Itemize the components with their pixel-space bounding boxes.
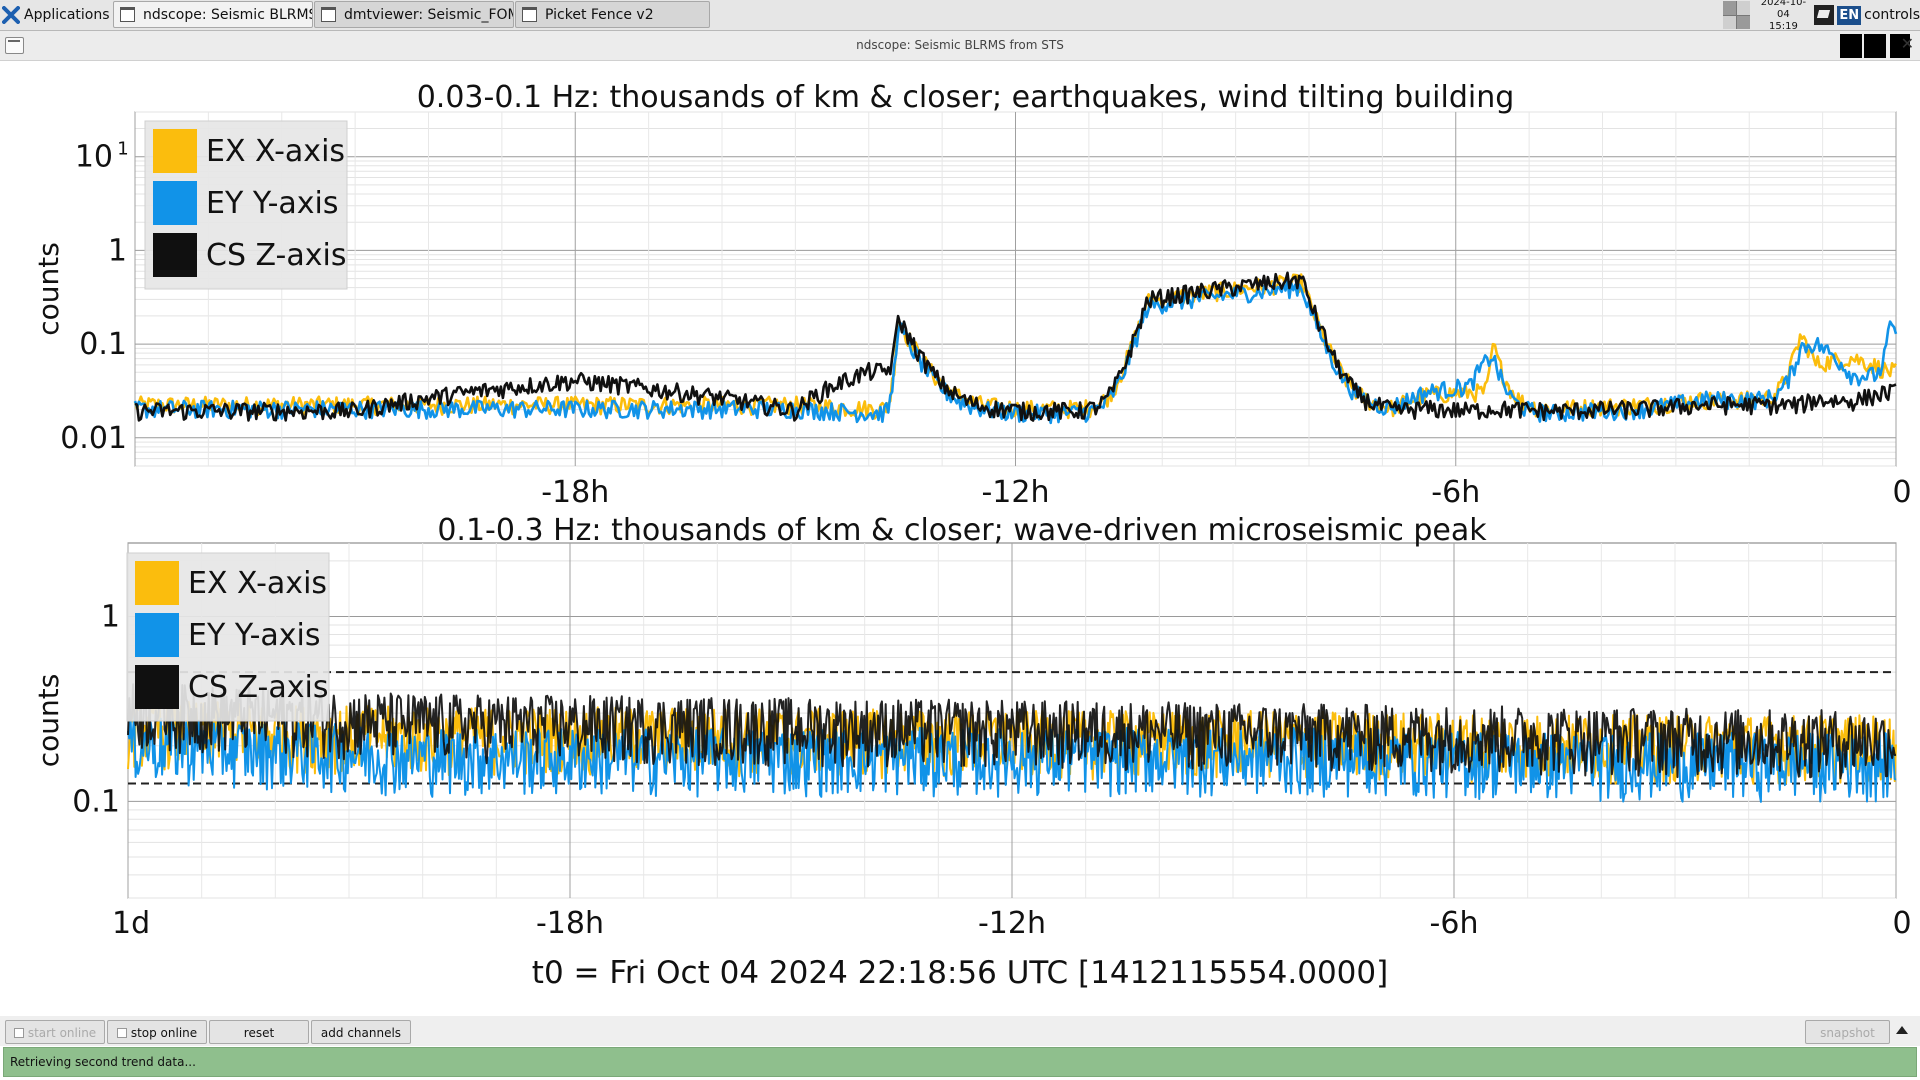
t0-label: t0 = Fri Oct 04 2024 22:18:56 UTC [14121… (532, 955, 1388, 991)
legend-label: EX X-axis (188, 566, 327, 601)
applications-icon (2, 6, 20, 24)
plot-panel-2[interactable]: 0.1-0.3 Hz: thousands of km & closer; wa… (32, 513, 1912, 941)
task-label: ndscope: Seismic BLRMS f... (143, 6, 313, 23)
start-online-label: start online (27, 1026, 97, 1040)
x-tick-label: -12h (981, 475, 1049, 510)
stop-online-checkbox-icon (116, 1028, 127, 1038)
stop-online-label: stop online (130, 1026, 198, 1040)
expand-up-icon[interactable] (1896, 1026, 1908, 1034)
add-channels-button[interactable]: add channels (311, 1020, 411, 1044)
window-menu-icon[interactable] (5, 37, 24, 54)
taskbar: Applications ⋮ ndscope: Seismic BLRMS f.… (0, 0, 1920, 33)
network-icon[interactable] (1814, 5, 1835, 25)
window-icon (120, 7, 135, 22)
window-title: ndscope: Seismic BLRMS from STS (856, 38, 1064, 52)
minimize-button[interactable] (1840, 34, 1862, 58)
x-tick-label: -6h (1431, 475, 1480, 510)
clock-date: 2024-10-04 (1760, 0, 1807, 20)
user-name[interactable]: controls (1864, 7, 1920, 23)
task-picket-fence[interactable]: Picket Fence v2 (515, 1, 710, 28)
snapshot-button[interactable]: snapshot (1805, 1020, 1890, 1044)
task-label: Picket Fence v2 (545, 6, 654, 23)
y-tick-exponent: 1 (117, 139, 128, 160)
clock: 2024-10-04 15:19 (1754, 0, 1812, 33)
legend-label: EX X-axis (206, 134, 345, 169)
legend-swatch (153, 129, 197, 173)
legend: EX X-axis EY Y-axis CS Z-axis (144, 120, 348, 290)
x-tick-label: -12h (978, 906, 1046, 941)
x-tick-label: 0 (1892, 906, 1911, 941)
plot-panel-1[interactable]: 0.03-0.1 Hz: thousands of km & closer; e… (32, 80, 1912, 510)
stop-online-button[interactable]: stop online (107, 1020, 207, 1044)
shade-button[interactable] (1890, 34, 1910, 58)
reset-button[interactable]: reset (209, 1020, 309, 1044)
close-icon[interactable]: ✕ (1900, 34, 1914, 53)
legend-label: EY Y-axis (206, 186, 339, 221)
y-tick-label: 0.01 (60, 421, 127, 456)
legend-label: CS Z-axis (188, 670, 328, 705)
applications-menu[interactable]: Applications ⋮ (2, 3, 123, 27)
window-titlebar: ndscope: Seismic BLRMS from STS ✕ (0, 31, 1920, 61)
series-line-3 (127, 683, 1897, 780)
keyboard-layout[interactable]: EN (1837, 5, 1862, 25)
y-axis-label: counts (32, 242, 65, 336)
plot-title: 0.03-0.1 Hz: thousands of km & closer; e… (417, 80, 1515, 115)
x-tick-label: -6h (1430, 906, 1479, 941)
y-tick-label: 0.1 (79, 327, 127, 362)
task-label: dmtviewer: Seismic_FOM_... (344, 6, 513, 23)
y-axis-label: counts (32, 674, 65, 768)
window-icon (321, 7, 336, 22)
task-ndscope[interactable]: ndscope: Seismic BLRMS f... (113, 1, 313, 28)
start-online-checkbox-icon (13, 1028, 24, 1038)
legend-label: EY Y-axis (188, 618, 321, 653)
status-bar: Retrieving second trend data... (3, 1047, 1917, 1077)
x-tick-label: -18h (536, 906, 604, 941)
x-tick-label: 1d (112, 906, 150, 941)
legend-swatch (135, 561, 179, 605)
button-bar: start online stop online reset add chann… (0, 1016, 1920, 1046)
x-tick-label: 0 (1892, 475, 1911, 510)
legend-swatch (135, 613, 179, 657)
y-tick-label: 0.1 (72, 784, 120, 819)
legend-label: CS Z-axis (206, 238, 346, 273)
series-line-2 (127, 714, 1897, 803)
plot-title: 0.1-0.3 Hz: thousands of km & closer; wa… (437, 513, 1487, 548)
y-tick-label: 1 (108, 233, 127, 268)
legend-swatch (153, 181, 197, 225)
workspace-pager[interactable] (1723, 1, 1751, 29)
y-tick-label: 1 (101, 600, 120, 635)
maximize-button[interactable] (1864, 34, 1886, 58)
legend: EX X-axis EY Y-axis CS Z-axis (126, 552, 330, 722)
applications-label: Applications (24, 7, 110, 23)
window-icon (522, 7, 537, 22)
plot-area: 0.03-0.1 Hz: thousands of km & closer; e… (0, 61, 1920, 1016)
x-tick-label: -18h (541, 475, 609, 510)
legend-swatch (135, 665, 179, 709)
task-dmtviewer[interactable]: dmtviewer: Seismic_FOM_... (314, 1, 514, 28)
start-online-button[interactable]: start online (5, 1020, 105, 1044)
legend-swatch (153, 233, 197, 277)
plots-svg[interactable]: 0.03-0.1 Hz: thousands of km & closer; e… (0, 61, 1920, 1016)
y-tick-label: 10 (75, 140, 113, 175)
clock-time: 15:19 (1768, 21, 1798, 32)
series-line-3 (134, 271, 1897, 422)
